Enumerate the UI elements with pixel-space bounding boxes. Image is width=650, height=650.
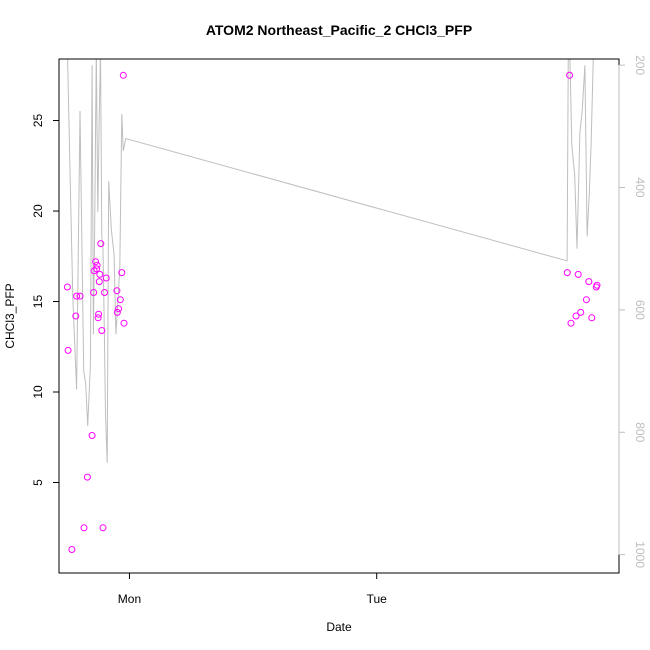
- data-point: [64, 346, 72, 354]
- data-point: [97, 240, 105, 248]
- data-point: [120, 319, 128, 327]
- data-point: [99, 524, 107, 532]
- left-tick-label: 5: [31, 479, 45, 486]
- left-tick-label: 10: [31, 385, 45, 399]
- chart-title: ATOM2 Northeast_Pacific_2 CHCl3_PFP: [206, 22, 472, 38]
- right-y-axis: 200 400 600 800 1000: [618, 55, 647, 568]
- x-tick-label: Mon: [118, 592, 141, 606]
- plot-frame: [58, 58, 620, 574]
- data-point: [88, 432, 96, 439]
- data-point: [95, 310, 103, 318]
- x-tick-label: Tue: [367, 592, 388, 606]
- data-point: [93, 261, 101, 269]
- right-tick-label: 800: [633, 422, 647, 442]
- data-point: [113, 287, 121, 295]
- data-point: [116, 296, 124, 304]
- data-point: [93, 265, 101, 273]
- data-point: [574, 270, 582, 278]
- data-point: [95, 278, 103, 286]
- data-point: [582, 296, 590, 304]
- left-y-axis: 5 10 15 20 25: [31, 114, 60, 486]
- data-point: [593, 281, 601, 289]
- data-point: [68, 546, 76, 553]
- data-point: [566, 71, 574, 79]
- plot-area: [63, 59, 601, 553]
- data-point: [563, 269, 571, 277]
- x-axis-label: Date: [326, 620, 352, 634]
- pressure-series-line: [67, 59, 597, 463]
- data-point: [94, 314, 102, 322]
- data-point: [72, 312, 80, 320]
- data-point: [102, 274, 110, 282]
- right-tick-label: 1000: [633, 541, 647, 568]
- left-tick-label: 25: [31, 114, 45, 128]
- y-axis-label: CHCl3_PFP: [3, 283, 17, 348]
- data-point: [567, 319, 575, 327]
- data-point: [588, 314, 596, 322]
- data-points: [63, 71, 601, 553]
- data-point: [90, 289, 98, 296]
- data-point: [96, 270, 104, 278]
- left-tick-label: 15: [31, 295, 45, 309]
- data-point: [572, 312, 580, 320]
- left-tick-label: 20: [31, 204, 45, 218]
- data-point: [73, 292, 81, 300]
- right-tick-label: 600: [633, 300, 647, 320]
- x-axis: Mon Tue: [118, 572, 388, 606]
- right-tick-label: 200: [633, 55, 647, 75]
- data-point: [577, 308, 585, 316]
- data-point: [80, 524, 88, 532]
- pressure-line: [67, 59, 597, 463]
- data-point: [119, 71, 127, 79]
- data-point: [63, 283, 71, 291]
- data-point: [98, 327, 106, 334]
- data-point: [118, 269, 126, 277]
- data-point: [113, 308, 121, 316]
- data-point: [101, 289, 108, 296]
- data-point: [83, 473, 91, 481]
- data-point: [76, 292, 84, 300]
- data-point: [115, 305, 123, 313]
- right-tick-label: 400: [633, 177, 647, 197]
- data-point: [585, 278, 593, 286]
- data-point: [92, 258, 100, 266]
